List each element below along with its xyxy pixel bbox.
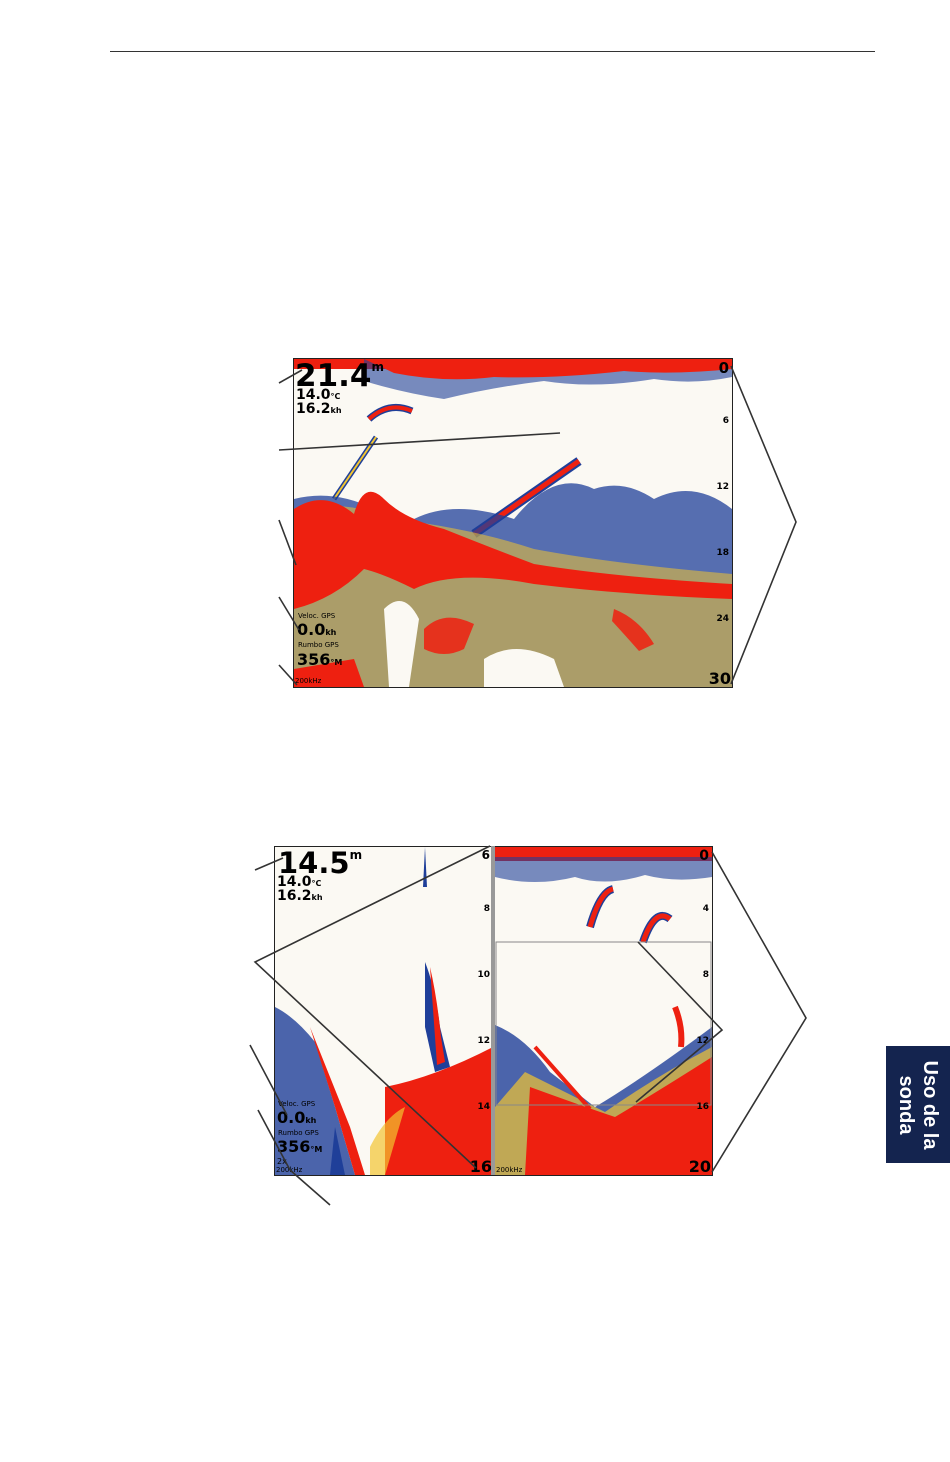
zoom-scale-mark: 12 (477, 1036, 490, 1046)
vel-label: Veloc. GPS (278, 1100, 316, 1108)
sonar-zoom-image (275, 847, 493, 1175)
vel-label: Veloc. GPS (298, 612, 336, 620)
zoom-scale-mark: 14 (477, 1102, 490, 1112)
sonar-overview-image (495, 847, 712, 1175)
temperature-readout: 14.0°C (296, 387, 341, 403)
sonar-screen-split-left: 14.5m 14.0°C 16.2kh Veloc. GPS 0.0kh Rum… (274, 846, 494, 1176)
sonar-screen-split-right: 200kHz 0 4 8 12 16 20 (494, 846, 713, 1176)
overview-scale-top: 0 (699, 848, 709, 864)
section-tab-line1: Uso de la (919, 1060, 941, 1149)
frequency-label: 200kHz (295, 677, 322, 685)
depth-scale-bottom: 30 (708, 669, 731, 688)
overview-scale-mark: 4 (702, 904, 709, 914)
zoom-scale-bottom: 16 (469, 1157, 492, 1176)
split-divider (491, 846, 495, 1175)
section-tab: Uso de la sonda (886, 1046, 950, 1163)
overview-scale-bottom: 20 (688, 1157, 711, 1176)
temperature-readout: 14.0°C (277, 874, 322, 890)
depth-readout: 14.5m (278, 846, 363, 880)
depth-scale-mark: 18 (716, 548, 729, 558)
sonar-image (294, 359, 732, 687)
overview-scale-mark: 12 (696, 1036, 709, 1046)
speed-readout: 16.2kh (277, 888, 323, 904)
heading-readout: 356°M (297, 650, 343, 669)
header-rule (110, 51, 875, 52)
heading-readout: 356°M (277, 1137, 323, 1156)
depth-scale-mark: 12 (716, 482, 729, 492)
vel-readout: 0.0kh (297, 620, 337, 639)
heading-label: Rumbo GPS (298, 641, 339, 649)
depth-scale-mark: 24 (716, 614, 729, 624)
heading-label: Rumbo GPS (278, 1129, 319, 1137)
speed-readout: 16.2kh (296, 401, 342, 417)
vel-readout: 0.0kh (277, 1108, 317, 1127)
zoom-scale-mark: 10 (477, 970, 490, 980)
depth-scale-mark: 6 (722, 416, 729, 426)
overview-scale-mark: 16 (696, 1102, 709, 1112)
frequency-label: 200kHz (496, 1166, 523, 1174)
sonar-screen-full: 21.4m 14.0°C 16.2kh Veloc. GPS 0.0kh Rum… (293, 358, 733, 688)
overview-scale-mark: 8 (702, 970, 709, 980)
zoom-level: 2x (277, 1157, 287, 1166)
depth-scale-top: 0 (718, 359, 729, 377)
depth-readout: 21.4m (295, 358, 385, 394)
section-tab-line2: sonda (895, 1075, 917, 1134)
zoom-scale-top: 6 (481, 848, 490, 862)
zoom-scale-mark: 8 (483, 904, 490, 914)
